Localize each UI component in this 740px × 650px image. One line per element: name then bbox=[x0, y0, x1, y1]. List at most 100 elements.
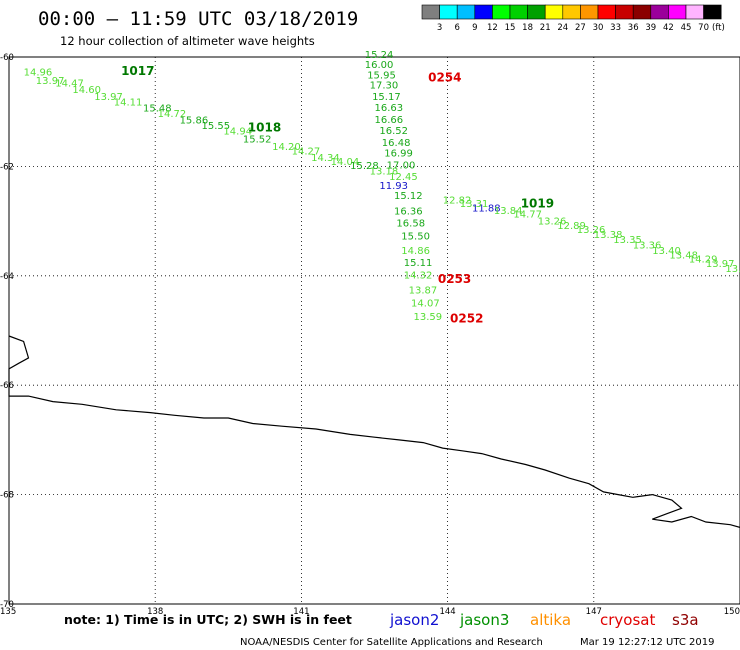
swh-label: 13.36 bbox=[633, 240, 662, 251]
lon-tick-label: 147 bbox=[586, 607, 602, 617]
colorbar-swatch bbox=[439, 4, 458, 20]
antarctic-coastline bbox=[8, 335, 740, 528]
swh-label: 13.87 bbox=[409, 285, 438, 296]
swh-label: 15.50 bbox=[401, 232, 430, 243]
swh-label: 14.20 bbox=[272, 142, 301, 153]
swh-label: 16.63 bbox=[375, 103, 404, 114]
colorbar-label: 33 bbox=[610, 23, 621, 33]
colorbar-unit: (ft) bbox=[712, 23, 725, 33]
swh-label: 15.11 bbox=[404, 258, 433, 269]
swh-label: 15.12 bbox=[394, 191, 423, 202]
colorbar-swatch bbox=[421, 4, 440, 20]
swh-label: 17.00 bbox=[387, 161, 416, 172]
swh-label: 16.58 bbox=[396, 219, 425, 230]
swh-label: 13.26 bbox=[577, 225, 606, 236]
colorbar-label: 9 bbox=[472, 23, 477, 33]
swh-label: 15.48 bbox=[143, 104, 172, 115]
map-subtitle: 12 hour collection of altimeter wave hei… bbox=[60, 34, 315, 48]
axis-ticks: 135 138 141 144 147 150 -60 -62 -64 -66 -68 -70 bbox=[0, 53, 740, 617]
cryosat-rev-label: 0252 bbox=[450, 311, 483, 325]
swh-label: 14.96 bbox=[24, 68, 53, 79]
colorbar-label: 36 bbox=[628, 23, 639, 33]
colorbar-label: 12 bbox=[487, 23, 498, 33]
swh-label: 12.82 bbox=[443, 196, 472, 207]
swh-label: 15.28 bbox=[350, 161, 379, 172]
colorbar-label: 21 bbox=[540, 23, 551, 33]
swh-label: 13.26 bbox=[538, 216, 567, 227]
colorbar-label: 45 bbox=[681, 23, 692, 33]
swh-label: 13.97 bbox=[94, 92, 123, 103]
swh-label: 15.86 bbox=[180, 116, 209, 127]
lat-tick-label: -70 bbox=[0, 600, 14, 610]
lat-tick-label: -68 bbox=[0, 491, 14, 501]
lon-tick-label: 141 bbox=[293, 607, 309, 617]
lat-tick-label: -62 bbox=[0, 162, 14, 172]
cryosat-rev-label: 0253 bbox=[438, 272, 471, 286]
swh-label: 15.24 bbox=[365, 50, 394, 61]
colorbar-label: 24 bbox=[557, 23, 568, 33]
colorbar-swatch bbox=[527, 4, 546, 20]
legend-altika: altika bbox=[530, 611, 571, 629]
colorbar-label: 6 bbox=[454, 23, 459, 33]
swh-label: 13.31 bbox=[460, 199, 489, 210]
lon-tick-label: 138 bbox=[147, 607, 163, 617]
swh-label: 14.34 bbox=[311, 153, 340, 164]
swh-label: 16.52 bbox=[379, 126, 408, 137]
legend-cryosat: cryosat bbox=[600, 611, 655, 629]
orbit-rev-label: 1017 bbox=[121, 64, 154, 78]
units-note: note: 1) Time is in UTC; 2) SWH is in fe… bbox=[64, 612, 352, 627]
colorbar-label: 42 bbox=[663, 23, 674, 33]
colorbar-swatch bbox=[474, 4, 493, 20]
lat-tick-label: -60 bbox=[0, 53, 14, 63]
colorbar-swatch bbox=[615, 4, 634, 20]
colorbar-label: 15 bbox=[505, 23, 516, 33]
colorbar-swatch bbox=[650, 4, 669, 20]
lon-tick-label: 150 bbox=[724, 607, 740, 617]
swh-label: 15.17 bbox=[372, 92, 401, 103]
graticule-grid bbox=[9, 57, 740, 604]
swh-label: 11.93 bbox=[379, 181, 408, 192]
colorbar-swatch bbox=[597, 4, 616, 20]
legend-jason2: jason2 bbox=[389, 611, 439, 629]
swh-label: 13.84 bbox=[494, 206, 523, 217]
swh-label: 14.11 bbox=[114, 98, 143, 109]
lon-tick-label: 144 bbox=[439, 607, 455, 617]
swh-label: 14.86 bbox=[401, 246, 430, 257]
lat-tick-label: -66 bbox=[0, 381, 14, 391]
colorbar-label: 30 bbox=[593, 23, 604, 33]
swh-label: 15.95 bbox=[367, 70, 396, 81]
swh-label: 17.30 bbox=[370, 81, 399, 92]
swh-label: 15.55 bbox=[201, 121, 230, 132]
swh-label: 16.48 bbox=[382, 138, 411, 149]
swh-label: 12.89 bbox=[557, 221, 586, 232]
swh-colorbar: 3 6 9 12 15 18 21 24 27 30 33 36 39 42 45 70 bbox=[421, 4, 722, 33]
swh-label: 16.66 bbox=[375, 115, 404, 126]
colorbar-label: 70 bbox=[698, 23, 709, 33]
swh-label: 14.72 bbox=[158, 109, 187, 120]
swh-label: 13.48 bbox=[669, 250, 698, 261]
swh-label: 13.95 bbox=[725, 264, 740, 275]
satellite-legend: jason2 jason3 altika cryosat s3a bbox=[389, 611, 699, 629]
colorbar-label: 18 bbox=[522, 23, 533, 33]
swh-label: 13.35 bbox=[613, 235, 642, 246]
swh-label: 13.59 bbox=[413, 312, 442, 323]
swh-label: 13.40 bbox=[652, 246, 681, 257]
swh-label: 14.77 bbox=[513, 209, 542, 220]
swh-label: 16.99 bbox=[384, 149, 413, 160]
swh-label: 14.94 bbox=[223, 127, 252, 138]
orbit-rev-label: 1019 bbox=[521, 196, 554, 210]
swh-label: 13.18 bbox=[370, 167, 399, 178]
swh-label: 15.52 bbox=[243, 134, 272, 145]
swh-label: 13.97 bbox=[36, 76, 65, 87]
map-title: 00:00 – 11:59 UTC 03/18/2019 bbox=[38, 8, 358, 30]
swh-label: 13.97 bbox=[706, 259, 735, 270]
swh-label: 13.38 bbox=[594, 230, 623, 241]
swh-label: 14.29 bbox=[689, 255, 718, 266]
swh-label: 14.07 bbox=[411, 298, 440, 309]
swh-label: 14.47 bbox=[55, 79, 84, 90]
cryosat-rev-label: 0254 bbox=[428, 71, 461, 85]
swh-label: 11.88 bbox=[472, 203, 501, 214]
credit-line: NOAA/NESDIS Center for Satellite Applica… bbox=[240, 637, 543, 648]
